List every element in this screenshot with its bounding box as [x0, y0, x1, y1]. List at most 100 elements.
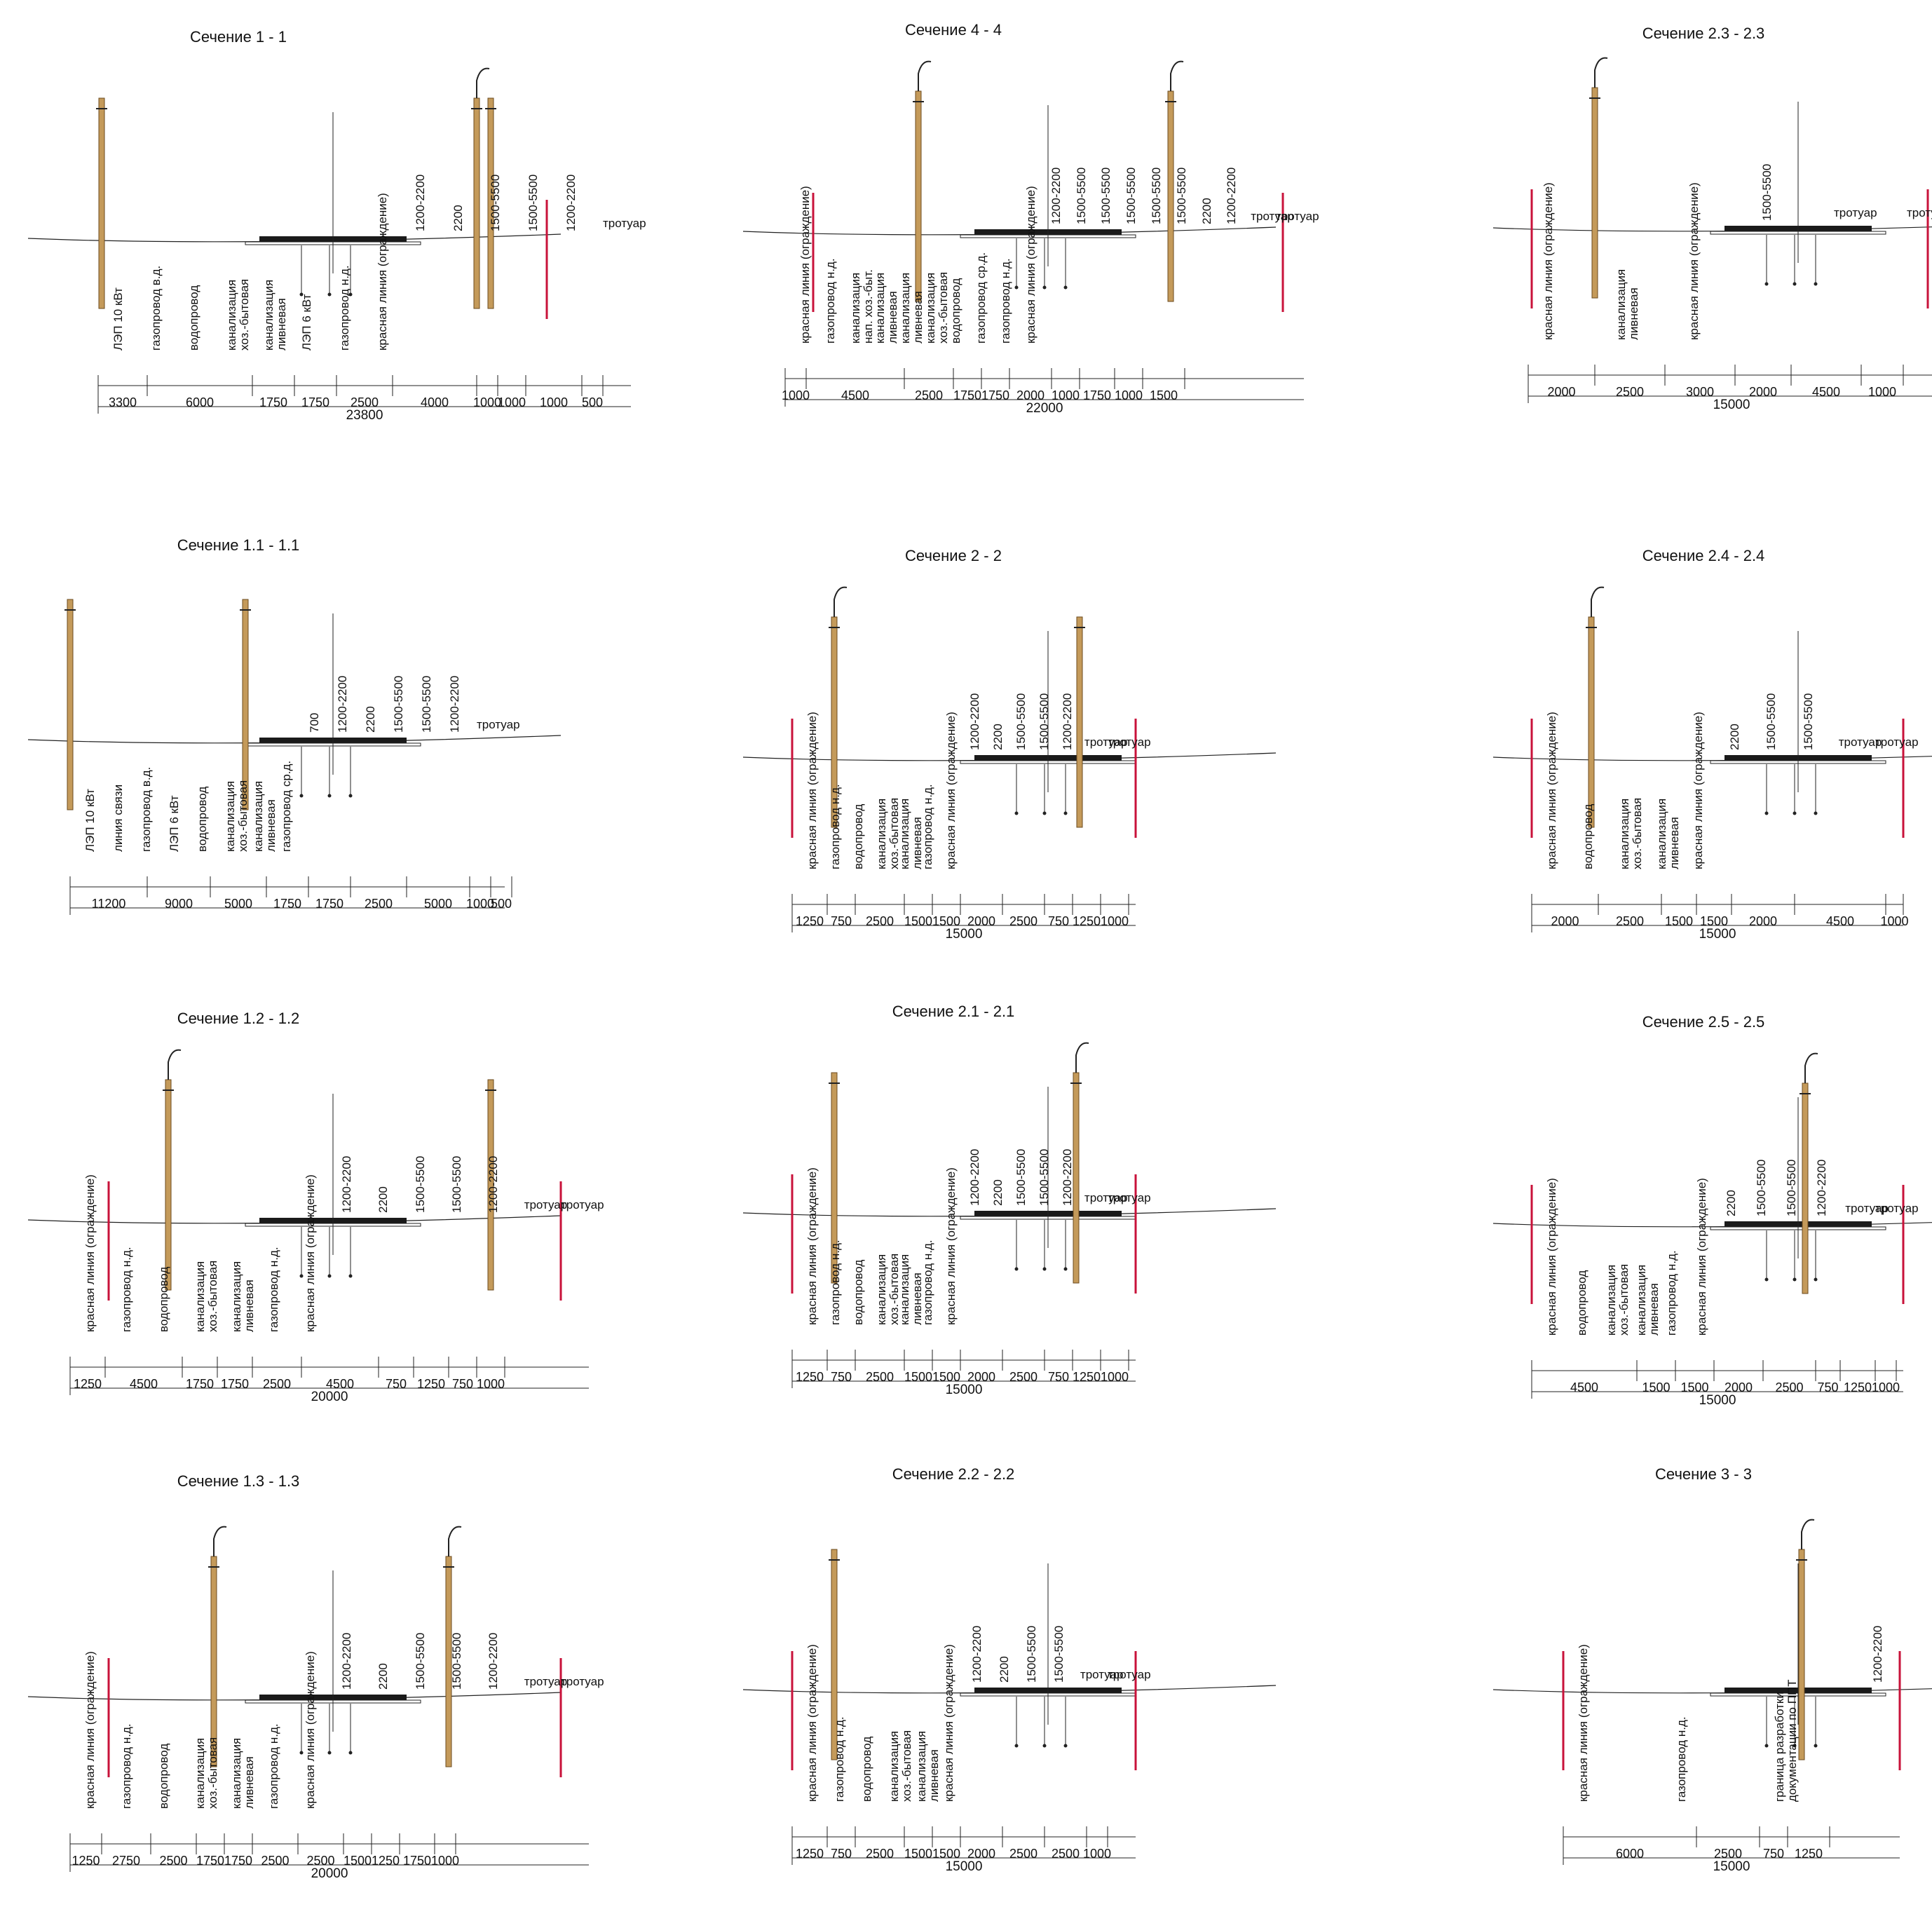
utility-marker [348, 794, 353, 798]
dimension-value: 1250 [1072, 1370, 1101, 1384]
dimension-value: 1750 [196, 1854, 225, 1868]
dimension-value: 2500 [159, 1854, 188, 1868]
section-4: Сечение 2 - 2 1250 750 2500 1500 1500 2000 2500… [742, 547, 1277, 942]
utility-marker [1014, 1744, 1019, 1748]
section-5: Сечение 2.4 - 2.4 2000 2500 1500 1500 2000 450… [1492, 547, 1932, 942]
section-7: Сечение 2.1 - 2.1 1250 750 2500 1500 1500 2000… [742, 1003, 1277, 1397]
dimension-value: 2500 [865, 914, 894, 928]
dimension-value: 1000 [1114, 388, 1143, 402]
dimension-value: 2500 [914, 388, 944, 402]
depth-label: 1200-2200 [1225, 167, 1239, 224]
depth-label: 1200-2200 [970, 1625, 984, 1683]
utility-label: красная линия (ограждение) [1691, 712, 1705, 869]
section-title: Сечение 2.1 - 2.1 [892, 1003, 1015, 1020]
utility-marker [1063, 811, 1068, 815]
utility-label: красная линия (ограждение) [942, 1644, 956, 1802]
pole [242, 599, 249, 810]
section-2: Сечение 2.3 - 2.3 2000 2500 3000 2000 4500 100… [1492, 25, 1932, 412]
depth-label: 1500-5500 [450, 1632, 464, 1690]
dimension-value: 2500 [1051, 1847, 1080, 1861]
dimension-value: 1500 [904, 914, 933, 928]
depth-label: 2200 [451, 205, 465, 231]
depth-label: 1500-5500 [489, 174, 503, 231]
sidewalk-label: тротуар [1845, 1202, 1889, 1215]
dimension-value: 2000 [1551, 914, 1579, 928]
dimension-value: 1000 [1868, 385, 1897, 399]
depth-label: 1500-5500 [1014, 693, 1028, 750]
depth-label: 1500-5500 [1764, 693, 1778, 750]
sidewalk-label: тротуар [1834, 206, 1877, 219]
dimension-value: 9000 [164, 897, 193, 911]
sidewalk-label: тротуар [1251, 210, 1294, 223]
pole [1591, 87, 1598, 299]
pole [487, 1079, 494, 1291]
dimension-value: 1750 [224, 1854, 253, 1868]
section-title: Сечение 1.1 - 1.1 [177, 536, 300, 554]
dimension-value: 1500 [1642, 1380, 1671, 1394]
utility-marker [1764, 282, 1769, 286]
utility-label: красная линия (ограждение) [1542, 182, 1555, 340]
utility-label: газопровод в.д. [140, 766, 153, 852]
dimension-value: 11200 [91, 897, 126, 911]
section-title: Сечение 1 - 1 [190, 28, 287, 46]
utility-label: канализация хоз.-бытовая [887, 1730, 914, 1802]
dimension-value: 1000 [1871, 1380, 1900, 1394]
depth-label: 1200-2200 [340, 1155, 354, 1213]
dimension-value: 1250 [416, 1377, 446, 1391]
dimension-value: 1750 [981, 388, 1010, 402]
depth-label: 2200 [1728, 724, 1742, 750]
dimension-value: 1500 [904, 1847, 933, 1861]
depth-label: 2200 [1724, 1190, 1739, 1216]
dimension-value: 6000 [185, 395, 215, 409]
section-title: Сечение 2.4 - 2.4 [1642, 547, 1765, 564]
dimension-value: 1500 [1664, 914, 1694, 928]
utility-label: канализация ливневая [1654, 798, 1681, 869]
sidewalk-label: тротуар [524, 1198, 568, 1211]
utility-label: канализация нап. хоз.-быт. [848, 269, 875, 344]
utility-label: канализация ливневая [1614, 269, 1640, 340]
pole [831, 1549, 838, 1760]
utility-label: ЛЭП 10 кВт [111, 287, 125, 351]
pole [1073, 1072, 1080, 1284]
street-lamp [918, 60, 932, 91]
dimension-value: 1750 [273, 897, 302, 911]
total-width: 15000 [945, 927, 983, 942]
dimension-value: 2750 [111, 1854, 141, 1868]
dimension-value: 3000 [1685, 385, 1715, 399]
utility-label: канализация хоз.-бытовая [923, 271, 950, 344]
depth-label: 1500-5500 [1014, 1148, 1028, 1206]
dimension-value: 4500 [1811, 385, 1841, 399]
section-drawing [742, 60, 1304, 407]
dimension-value: 2000 [1547, 385, 1576, 399]
sidewalk-label: тротуар [1875, 1202, 1919, 1215]
depth-label: 1500-5500 [392, 675, 405, 733]
dimension-value: 2500 [865, 1847, 894, 1861]
utility-label: газопровод н.д. [338, 265, 352, 351]
depth-label: 1200-2200 [336, 675, 349, 733]
section-6: Сечение 1.2 - 1.2 1250 4500 1750 1750 2500 450… [27, 1010, 604, 1404]
depth-label: 1500-5500 [1037, 693, 1051, 750]
dimension-value: 4500 [325, 1377, 355, 1391]
depth-label: 1500-5500 [420, 675, 433, 733]
depth-label: 1500-5500 [413, 1632, 427, 1690]
utility-label: канализация хоз.-бытовая [875, 1253, 902, 1325]
utility-marker [1063, 1267, 1068, 1271]
utility-label: канализация ливневая [252, 780, 278, 852]
dimension-value: 1500 [904, 1370, 933, 1384]
utility-marker [1014, 1267, 1019, 1271]
dimension-value: 1750 [185, 1377, 215, 1391]
utility-label: водопровод [852, 1259, 866, 1325]
utility-label: водопровод [1574, 1270, 1589, 1336]
dimension-value: 1500 [932, 1847, 961, 1861]
utility-label: газопровод н.д. [921, 784, 935, 869]
utility-marker [1764, 811, 1769, 815]
total-width: 20000 [311, 1390, 348, 1404]
total-width: 15000 [945, 1859, 983, 1874]
utility-label: газопровод н.д. [266, 1247, 280, 1332]
dimension-value: 2500 [865, 1370, 894, 1384]
dimension-value: 500 [581, 395, 604, 409]
utility-label: газопровод н.д. [823, 258, 837, 344]
street-lamp [213, 1526, 227, 1556]
utility-label: водопровод [948, 278, 962, 344]
